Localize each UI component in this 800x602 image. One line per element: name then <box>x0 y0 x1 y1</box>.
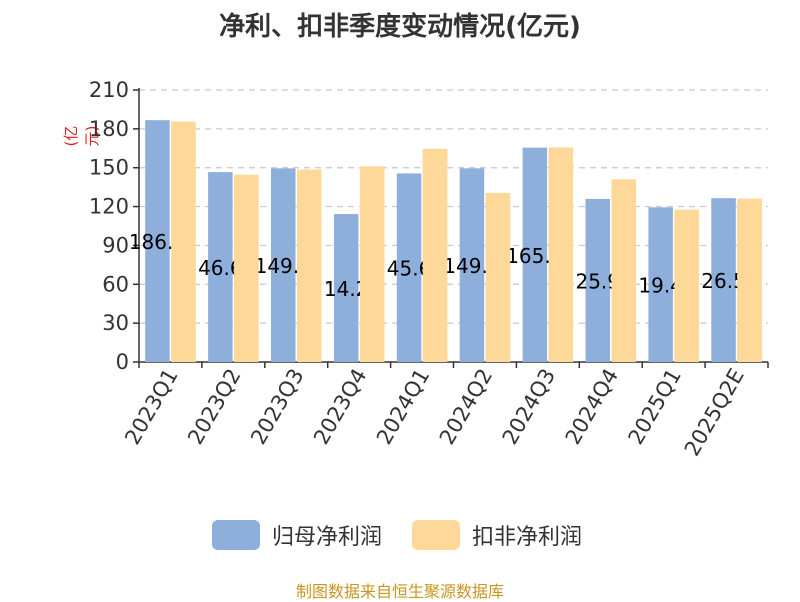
bar-net-profit <box>396 173 422 362</box>
bar-net-profit <box>585 198 610 362</box>
bar-deducted-profit <box>171 121 196 362</box>
bar-net-profit <box>145 120 170 362</box>
legend-item-net-profit[interactable]: 归母净利润 <box>212 518 382 552</box>
bar-deducted-profit <box>297 169 322 362</box>
bar-net-profit <box>711 198 736 362</box>
y-tick-label: 150 <box>89 156 129 180</box>
x-tick-label: 2024Q3 <box>498 365 560 449</box>
x-tick-label: 2025Q1 <box>624 365 686 449</box>
chart-title: 净利、扣非季度变动情况(亿元) <box>219 12 581 42</box>
bar-deducted-profit <box>611 179 636 362</box>
bar-net-profit <box>522 147 548 362</box>
bar-net-profit <box>208 172 233 362</box>
y-tick-label: 90 <box>102 233 129 257</box>
legend-swatch-deducted-profit <box>412 520 460 550</box>
y-tick-label: 0 <box>116 350 129 374</box>
bar-deducted-profit <box>485 192 511 362</box>
legend-label-net-profit: 归母净利润 <box>272 525 383 550</box>
source-note: 制图数据来自恒生聚源数据库 <box>295 582 504 601</box>
bar-deducted-profit <box>234 174 259 362</box>
bar-deducted-profit <box>548 147 574 362</box>
legend-item-deducted-profit[interactable]: 扣非净利润 <box>412 518 582 552</box>
x-tick-label: 2023Q1 <box>120 365 182 449</box>
x-tick-label: 2024Q2 <box>435 365 497 449</box>
bar-deducted-profit <box>737 198 762 362</box>
bar-net-profit <box>459 168 485 362</box>
bar-net-profit <box>333 214 359 362</box>
x-tick-label: 2023Q3 <box>246 365 308 449</box>
y-tick-label: 180 <box>89 117 129 141</box>
y-tick-label: 120 <box>89 195 129 219</box>
bar-net-profit <box>271 168 296 362</box>
y-tick-label: 60 <box>102 272 129 296</box>
bar-net-profit <box>648 207 673 362</box>
bars-overlay <box>171 121 762 362</box>
x-tick-label: 2023Q4 <box>309 365 371 449</box>
bar-deducted-profit <box>674 209 699 362</box>
x-tick-label: 2023Q2 <box>183 365 245 449</box>
y-tick-label: 30 <box>102 311 129 335</box>
y-tick-label: 210 <box>89 78 129 102</box>
legend-label-deducted-profit: 扣非净利润 <box>472 525 583 550</box>
x-tick-label: 2024Q1 <box>372 365 434 449</box>
bar-deducted-profit <box>359 166 385 362</box>
legend-swatch-net-profit <box>212 520 260 550</box>
bar-deducted-profit <box>422 148 448 362</box>
x-tick-label: 2024Q4 <box>561 365 623 449</box>
x-tick-label: 2025Q2E <box>680 365 749 461</box>
